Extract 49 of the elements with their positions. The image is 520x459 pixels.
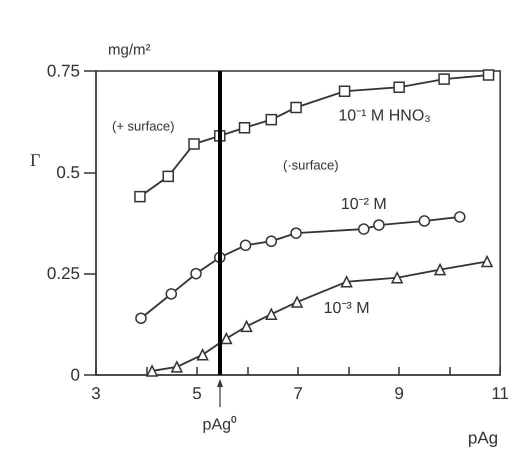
point [358, 223, 370, 235]
y-tick-label: 0.25 [46, 264, 80, 284]
series-label: 10⁻¹ M HNO₃ [338, 108, 431, 125]
point [146, 365, 158, 377]
point [418, 215, 430, 227]
point [238, 122, 250, 134]
point [190, 268, 202, 280]
x-tick-label: 7 [293, 384, 303, 403]
point [162, 170, 174, 182]
y-tick-label: 0.75 [46, 62, 80, 80]
point [220, 332, 232, 344]
annotation: (·surface) [283, 158, 339, 172]
x-tick-label: 5 [192, 384, 202, 403]
point [171, 361, 183, 373]
point [438, 73, 450, 85]
y-tick-label: 0 [70, 366, 80, 384]
point [166, 288, 178, 300]
point [340, 276, 352, 288]
x-axis-title: pAg [468, 428, 498, 448]
point [391, 272, 403, 284]
point [481, 256, 493, 268]
point [240, 320, 252, 332]
point [188, 138, 200, 150]
point [338, 86, 350, 98]
point [290, 227, 302, 239]
point [434, 264, 446, 276]
y-tick-label: 0.5 [56, 162, 80, 182]
point [134, 190, 146, 202]
x-tick-label: 11 [491, 384, 510, 403]
annotation: (+ surface) [112, 118, 174, 134]
series-label: 10⁻² M [340, 196, 387, 213]
x-tick-label: 3 [91, 384, 101, 403]
point [266, 308, 278, 320]
point [290, 102, 302, 114]
point [266, 235, 278, 247]
ref-line-label: pAg⁰ [202, 416, 238, 434]
point [373, 219, 385, 231]
series-label: 10⁻³ M [324, 300, 370, 318]
point [135, 312, 147, 324]
point [393, 81, 405, 93]
text: mg/m² [108, 42, 150, 58]
point [196, 348, 208, 360]
x-tick-label: 9 [394, 384, 404, 403]
point [240, 240, 252, 252]
point [482, 69, 494, 81]
y-axis-title: Γ [30, 150, 40, 170]
point [266, 114, 278, 126]
point [454, 211, 466, 223]
point [291, 296, 303, 308]
